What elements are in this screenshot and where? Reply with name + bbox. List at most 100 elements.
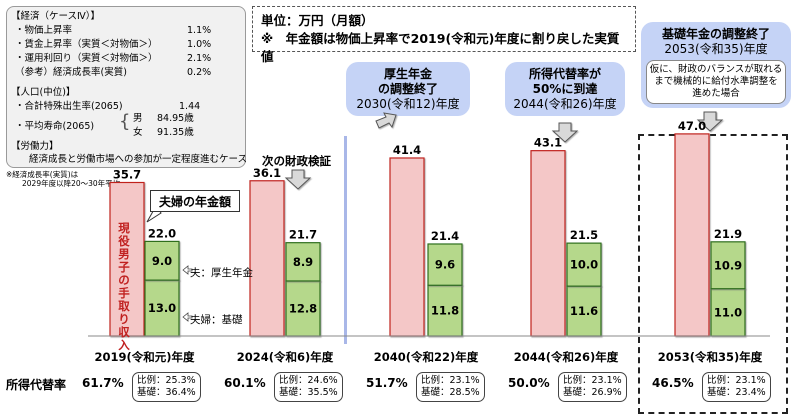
kosei-value: 8.9: [293, 255, 313, 269]
fertility-label: ・合計特殊出生率(2065): [15, 101, 123, 112]
rate-breakdown: 比例：23.1% 基礎：26.9%: [558, 372, 627, 402]
kiso-rate: 基礎：36.4%: [137, 387, 196, 398]
kosei-bar: [144, 240, 180, 281]
couple-kiso-label: 夫婦：基礎: [190, 314, 243, 326]
bars: 35.7 13.0 9.0 22.0 36.1 12.8 8.9 21.7 41.4 11.8 9.…: [109, 119, 746, 337]
hirei-rate: 比例：23.1%: [421, 375, 480, 386]
kiso-rate: 基礎：23.4%: [707, 387, 766, 398]
kiso-end-note: 仮に、財政のバランスが取れる まで機械的に給付水準調整を 進めた場合: [646, 60, 786, 104]
kiso-rate: 基礎：26.9%: [563, 387, 622, 398]
econ-row-value: 2.1%: [187, 53, 212, 64]
assumptions-box: 【経済（ケースⅣ）】 【人口(中位)】 ・合計特殊出生率(2065) 1.44 …: [6, 6, 248, 168]
rate-breakdown: 比例：23.1% 基礎：28.5%: [416, 372, 485, 402]
pop-title: 【人口(中位)】: [11, 87, 76, 98]
rate50-arrow-icon: [551, 122, 579, 143]
life-brace: {: [119, 111, 131, 132]
kosei-bar: [285, 242, 321, 282]
pension-total-value: 21.5: [570, 228, 598, 242]
labor-title: 【労働力】: [11, 141, 59, 152]
rate-breakdown: 比例：23.1% 基礎：23.4%: [702, 372, 771, 402]
kosei-end-callout: 厚生年金 の調整終了 2030(令和12)年度: [346, 62, 470, 116]
rate50-callout: 所得代替率が 50%に到達 2044(令和26)年度: [505, 62, 625, 116]
econ-row-value: 0.2%: [187, 67, 212, 78]
kosei-value: 9.6: [435, 258, 455, 272]
takehome-bar: [389, 157, 425, 337]
x-tick-label: 2053(令和35)年度: [658, 350, 763, 364]
takehome-bar: [674, 133, 710, 337]
scenario-2053-frame: [638, 134, 788, 414]
hirei-rate: 比例：25.3%: [137, 375, 196, 386]
x-tick-label: 2044(令和26)年度: [514, 350, 619, 364]
takehome-value: 47.0: [678, 119, 706, 133]
life-female-label: 女: [133, 127, 143, 138]
couple-pension-label: 夫婦の年金額: [150, 190, 240, 212]
takehome-value: 35.7: [113, 167, 141, 181]
kiso-end-title: 基礎年金の調整終了: [661, 27, 770, 41]
kiso-end-arrow-icon: [696, 111, 724, 132]
kiso-end-year: 2053(令和35)年度: [664, 42, 768, 56]
x-tick-label: 2040(令和22)年度: [374, 350, 479, 364]
replacement-rate-title: 所得代替率: [6, 378, 67, 392]
takehome-bar: [530, 150, 566, 337]
kiso-value: 12.8: [289, 301, 317, 315]
footnote: ※経済成長率(実質)は 2029年度以降20～30年平均: [6, 170, 120, 188]
kosei-value: 10.0: [570, 258, 598, 272]
takehome-value: 36.1: [253, 166, 281, 180]
kiso-value: 11.6: [570, 304, 598, 318]
kiso-rate: 基礎：28.5%: [421, 387, 480, 398]
kiso-bar: [710, 288, 746, 337]
econ-title: 【経済（ケースⅣ）】: [11, 11, 101, 22]
hirei-rate: 比例：23.1%: [707, 375, 766, 386]
takehome-bar: [249, 180, 285, 337]
replacement-rate-value: 50.0%: [508, 376, 550, 390]
econ-row-value: 1.1%: [187, 25, 212, 36]
unit-header: 単位：万円（月額） ※ 年金額は物価上昇率で2019(令和元)年度に割り戻した実…: [252, 6, 636, 64]
kosei-end-year: 2030(令和12)年度: [356, 97, 460, 111]
life-male-value: 84.95歳: [157, 113, 194, 124]
rate50-title: 所得代替率が 50%に到達: [528, 67, 601, 96]
takehome-bar: [109, 181, 145, 337]
kiso-value: 11.0: [714, 305, 742, 319]
pension-total-value: 21.4: [431, 229, 459, 243]
pension-total-value: 21.7: [289, 228, 317, 242]
kosei-value: 10.9: [714, 258, 742, 272]
pension-total-value: 21.9: [714, 227, 742, 241]
x-tick-label: 2024(令和6)年度: [237, 350, 334, 364]
life-male-label: 男: [133, 113, 143, 124]
kosei-end-arrow-icon: [375, 112, 397, 129]
kiso-value: 11.8: [431, 304, 459, 318]
kosei-value: 9.0: [152, 254, 172, 268]
unit-label: 単位：万円（月額）: [261, 13, 374, 28]
life-female-value: 91.35歳: [157, 127, 194, 138]
fertility-value: 1.44: [179, 101, 201, 112]
life-label: ・平均寿命(2065): [15, 121, 95, 132]
kiso-value: 13.0: [148, 301, 176, 315]
rate50-year: 2044(令和26)年度: [513, 97, 617, 111]
takehome-value: 41.4: [393, 143, 421, 157]
replacement-rate-value: 61.7%: [82, 376, 124, 390]
review-divider: [344, 136, 347, 344]
kosei-bar: [427, 243, 463, 286]
kiso-pointer-icon: [182, 312, 193, 322]
kiso-rate: 基礎：35.5%: [279, 387, 338, 398]
next-review-arrow-icon: [284, 169, 312, 190]
econ-row-value: 1.0%: [187, 39, 212, 50]
hirei-rate: 比例：24.6%: [279, 375, 338, 386]
replacement-rate-value: 46.5%: [652, 376, 694, 390]
next-review-label: 次の財政検証: [262, 154, 331, 168]
takehome-value: 43.1: [534, 136, 562, 150]
econ-row-label: （参考）経済成長率(実質): [15, 67, 127, 78]
econ-row-label: ・賃金上昇率（実質＜対物価＞）: [15, 39, 158, 50]
econ-row-label: ・運用利回り（実質＜対物価＞）: [15, 53, 158, 64]
kosei-end-title: 厚生年金 の調整終了: [377, 67, 438, 96]
rate-breakdown: 比例：25.3% 基礎：36.4%: [132, 372, 201, 402]
footnote-line1: ※経済成長率(実質)は: [6, 170, 79, 179]
husband-kosei-label: 夫：厚生年金: [190, 267, 253, 279]
replacement-rate-value: 60.1%: [224, 376, 266, 390]
footnote-line2: 2029年度以降20～30年平均: [22, 179, 121, 188]
takehome-label: 現役男子の手取り収入: [118, 221, 130, 352]
replacement-rate-value: 51.7%: [366, 376, 408, 390]
kosei-pointer-icon: [182, 265, 193, 275]
labor-text: 経済成長と労働市場への参加が一定程度進むケース: [29, 154, 248, 165]
